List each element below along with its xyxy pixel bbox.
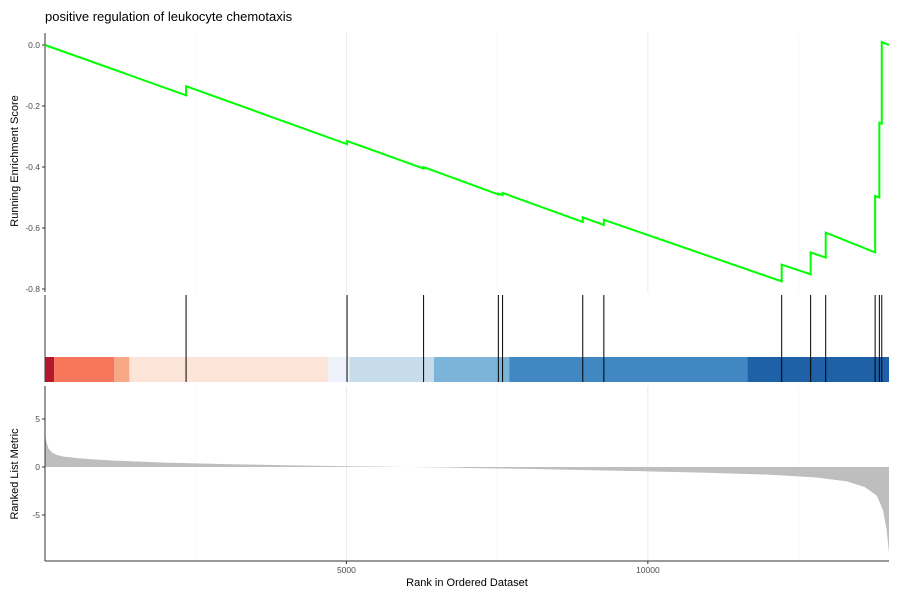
rank-heatmap-band <box>54 357 115 382</box>
rank-heatmap-band <box>129 357 329 382</box>
x-axis: 5000 10000 <box>45 560 889 575</box>
x-axis-title: Rank in Ordered Dataset <box>406 577 528 589</box>
chart-title: positive regulation of leukocyte chemota… <box>45 9 293 24</box>
rank-heatmap-band <box>349 357 434 382</box>
panel3-y-tick-label: 5 <box>35 414 40 424</box>
panel1-y-tick-label: -0.6 <box>25 223 40 233</box>
panel1-y-tick-label: 0.0 <box>28 40 40 50</box>
ranked-metric-axis-title: Ranked List Metric <box>9 428 21 520</box>
x-tick-label: 10000 <box>636 565 660 575</box>
ranked-metric-panel: 5 0 -5 <box>32 386 889 561</box>
panel1-y-tick-label: -0.4 <box>25 162 40 172</box>
x-tick-label: 5000 <box>337 565 356 575</box>
rank-heatmap-band <box>45 357 55 382</box>
rank-heatmap-band <box>328 357 350 382</box>
ranked-metric-area <box>45 432 889 554</box>
running-score-line <box>44 40 890 283</box>
rank-heatmap-band <box>433 357 510 382</box>
panel1-y-tick-label: -0.8 <box>25 284 40 294</box>
panel3-y-tick-label: 0 <box>35 462 40 472</box>
panel1-y-tick-label: -0.2 <box>25 101 40 111</box>
hit-and-rank-panel <box>44 295 889 382</box>
rank-heatmap-band <box>114 357 130 382</box>
rank-heatmap-band <box>509 357 748 382</box>
running-score-axis-title: Running Enrichment Score <box>9 95 21 226</box>
running-score-panel: 0.0 -0.2 -0.4 -0.6 -0.8 <box>25 33 890 294</box>
rank-heatmap-band <box>747 357 889 382</box>
panel3-y-tick-label: -5 <box>32 510 40 520</box>
